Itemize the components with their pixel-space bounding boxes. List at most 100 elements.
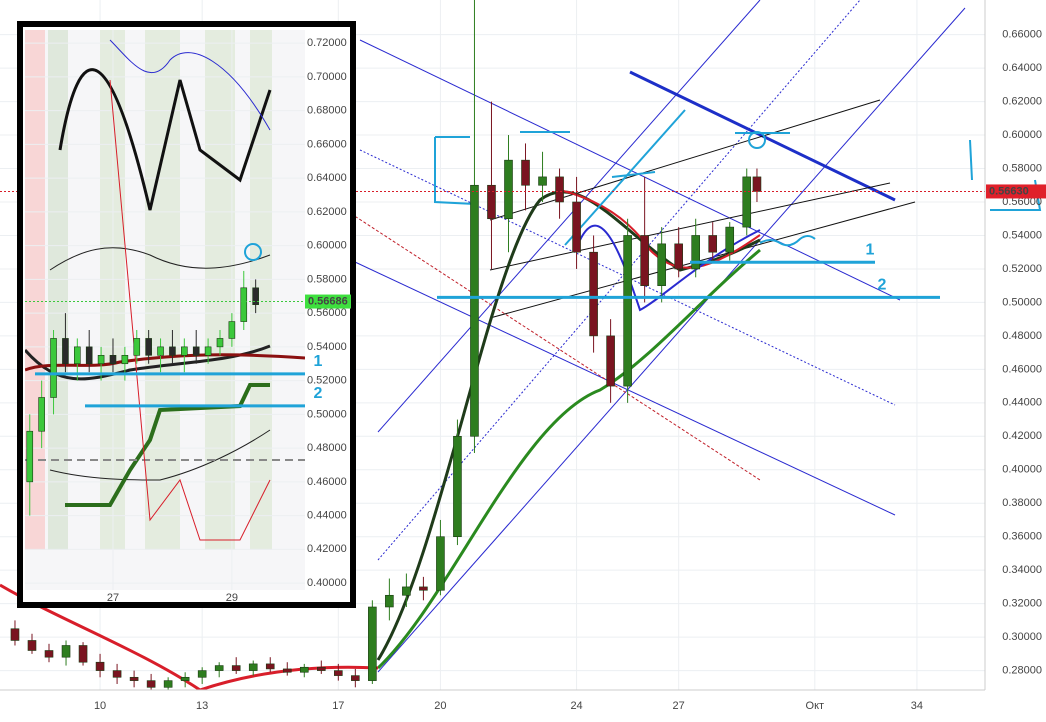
y-tick-label: 0.36000 [1002, 531, 1042, 543]
y-tick-label: 0.48000 [307, 442, 347, 454]
x-tick-label: 29 [226, 592, 238, 604]
level-label: 2 [314, 385, 323, 402]
candle-body [74, 346, 81, 365]
candle-body [214, 665, 224, 671]
y-tick-label: 0.44000 [1002, 397, 1042, 409]
marker [244, 243, 262, 261]
candle-body [97, 355, 105, 365]
candle-body [50, 338, 57, 398]
marker [748, 131, 766, 149]
candle-body [402, 586, 411, 596]
candle-body [169, 346, 176, 356]
candle-body [487, 184, 496, 220]
y-tick-label: 0.56000 [307, 307, 347, 319]
candle-body [351, 675, 360, 681]
candle-body [112, 670, 122, 678]
moving-average [559, 189, 761, 269]
oscillator [109, 39, 271, 131]
channel-line [489, 99, 881, 221]
candle-body [521, 159, 530, 186]
y-tick-label: 0.50000 [1002, 296, 1042, 308]
trend-line [377, 0, 861, 561]
inset-chart: 0.40000 0.42000 0.44000 0.46000 0.48000 0.500… [17, 21, 356, 608]
band [145, 30, 180, 550]
candle-body [231, 665, 241, 671]
y-tick-label: 0.38000 [1002, 497, 1042, 509]
candle-body [555, 176, 564, 203]
candle-body [44, 650, 54, 658]
last-price-box [305, 294, 351, 309]
candle-body [470, 184, 479, 437]
x-tick-label: 10 [94, 700, 106, 712]
candle-body [121, 355, 129, 365]
candle-body [419, 586, 428, 591]
candle-body [95, 661, 105, 671]
x-tick-label: 20 [434, 700, 446, 712]
moving-average [25, 353, 305, 372]
band [205, 30, 235, 550]
y-tick-label: 0.34000 [1002, 564, 1042, 576]
candle-body [216, 338, 224, 348]
candle-body [752, 176, 762, 192]
y-tick-label: 0.58000 [307, 273, 347, 285]
x-tick-label: 24 [570, 700, 582, 712]
y-tick-label: 0.46000 [307, 476, 347, 488]
trend-line [359, 39, 901, 301]
y-tick-label: 0.58000 [1002, 162, 1042, 174]
candle-body [282, 668, 292, 673]
oscillator [58, 68, 272, 211]
last-price-label: 0.56686 [308, 295, 348, 307]
candle-body [623, 235, 632, 387]
candle-body [436, 536, 445, 591]
y-tick-label: 0.64000 [1002, 62, 1042, 74]
level-label: 2 [878, 277, 887, 294]
y-tick-label: 0.32000 [1002, 598, 1042, 610]
y-tick-label: 0.48000 [1002, 330, 1042, 342]
y-tick-label: 0.28000 [1002, 664, 1042, 676]
wave [759, 235, 816, 247]
candle-body [146, 680, 156, 688]
candle-body [252, 287, 259, 305]
inset-plot [25, 30, 305, 590]
indicators [25, 39, 305, 541]
candle-body [228, 321, 236, 339]
y-tick-label: 0.42000 [307, 543, 347, 555]
moving-average [65, 383, 270, 507]
y-tick-label: 0.46000 [1002, 363, 1042, 375]
y-tick-label: 0.44000 [307, 509, 347, 521]
candle-body [197, 670, 207, 678]
y-tick-label: 0.70000 [307, 71, 347, 83]
candle-body [248, 663, 258, 671]
y-tick-label: 0.52000 [1002, 263, 1042, 275]
candle-body [299, 666, 309, 673]
band-line [49, 429, 271, 481]
y-tick-label: 0.56000 [1002, 196, 1042, 208]
y-tick-label: 0.54000 [1002, 229, 1042, 241]
level-label: 1 [314, 353, 323, 370]
x-tick-label: 34 [911, 700, 923, 712]
y-tick-label: 0.54000 [307, 341, 347, 353]
x-tick-label: 13 [196, 700, 208, 712]
y-tick-label: 0.42000 [1002, 430, 1042, 442]
candle-body [163, 680, 173, 688]
oscillator [109, 79, 271, 541]
candle-body [265, 663, 275, 670]
candle-body [385, 594, 394, 608]
candle-body [157, 346, 164, 356]
candle-body [691, 235, 700, 270]
y-tick-label: 0.50000 [307, 408, 347, 420]
x-tick-label: 27 [673, 700, 685, 712]
x-tick-label: 17 [332, 700, 344, 712]
axes: 0.40000 0.42000 0.44000 0.46000 0.48000 0.500… [35, 37, 351, 604]
candle-body [61, 645, 71, 658]
candle-body [180, 676, 190, 681]
y-tick-label: 0.60000 [1002, 129, 1042, 141]
y-tick-label: 0.60000 [307, 240, 347, 252]
band [250, 30, 272, 550]
candle-body [38, 397, 45, 432]
candle-body [538, 176, 547, 186]
candle-body [316, 666, 326, 671]
